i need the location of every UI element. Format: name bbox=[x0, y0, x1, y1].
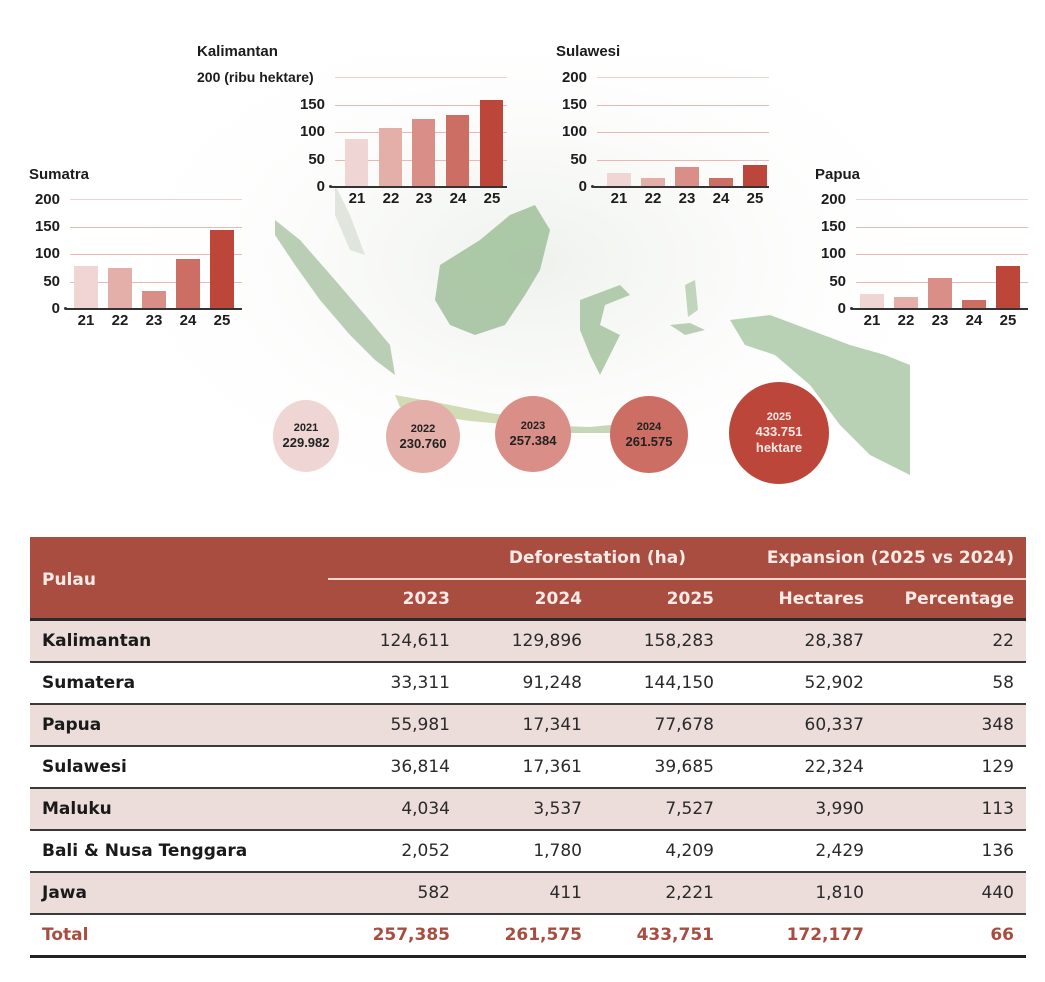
y-tick: 200 bbox=[34, 191, 60, 208]
y-tick: 50 bbox=[308, 151, 325, 168]
y-tick: 100 bbox=[299, 123, 325, 140]
y-tick: 0 bbox=[578, 178, 587, 195]
x-tick: 24 bbox=[965, 312, 983, 329]
col-header-2025: 2025 bbox=[594, 579, 726, 619]
bubble-2025: 2025 433.751 hektare bbox=[729, 382, 829, 484]
chart-title: Papua bbox=[815, 166, 861, 183]
deforestation-table: Pulau Deforestation (ha) Expansion (2025… bbox=[30, 537, 1026, 958]
table-row-total: Total 257,385 261,575 433,751 172,177 66 bbox=[30, 913, 1026, 958]
bubble-2022: 2022 230.760 bbox=[386, 400, 460, 473]
bar-2022 bbox=[108, 268, 132, 309]
plot-area bbox=[850, 199, 1028, 310]
bubble-2023: 2023 257.384 bbox=[495, 396, 571, 472]
x-tick: 21 bbox=[863, 312, 881, 329]
y-tick: 100 bbox=[561, 123, 587, 140]
col-header-2024: 2024 bbox=[462, 579, 594, 619]
y-tick: 200 bbox=[561, 69, 587, 86]
bar-2024 bbox=[962, 300, 986, 309]
x-tick: 25 bbox=[213, 312, 231, 329]
y-tick: 0 bbox=[51, 300, 60, 317]
col-header-percentage: Percentage bbox=[876, 579, 1026, 619]
y-tick: 100 bbox=[34, 245, 60, 262]
table-row: Maluku 4,034 3,537 7,527 3,990 113 bbox=[30, 787, 1026, 831]
bar-2021 bbox=[860, 294, 884, 309]
table-row: Sulawesi 36,814 17,361 39,685 22,324 129 bbox=[30, 745, 1026, 789]
bar-2022 bbox=[379, 128, 402, 187]
y-tick: 200 bbox=[820, 191, 846, 208]
bar-2024 bbox=[446, 115, 469, 187]
y-tick: 150 bbox=[299, 96, 325, 113]
y-tick: 0 bbox=[837, 300, 846, 317]
table-row: Papua 55,981 17,341 77,678 60,337 348 bbox=[30, 703, 1026, 747]
x-tick: 25 bbox=[999, 312, 1017, 329]
x-tick: 23 bbox=[145, 312, 163, 329]
y-tick: 50 bbox=[829, 273, 846, 290]
x-tick: 22 bbox=[382, 190, 400, 207]
x-tick: 21 bbox=[348, 190, 366, 207]
x-tick: 25 bbox=[483, 190, 501, 207]
plot-area bbox=[64, 199, 242, 310]
y-tick: 150 bbox=[34, 218, 60, 235]
chart-papua: Papua 200 150 100 50 0 21 22 23 24 25 bbox=[814, 163, 1034, 333]
chart-title: Kalimantan bbox=[197, 43, 278, 60]
chart-sulawesi: Sulawesi 200 150 100 50 0 21 22 23 24 25 bbox=[555, 40, 775, 210]
bar-2023 bbox=[142, 291, 166, 309]
bar-2025 bbox=[743, 165, 767, 187]
table-row: Jawa 582 411 2,221 1,810 440 bbox=[30, 871, 1026, 915]
y-tick: 50 bbox=[570, 151, 587, 168]
x-tick: 24 bbox=[449, 190, 467, 207]
bubble-2021: 2021 229.982 bbox=[273, 400, 339, 472]
bar-2023 bbox=[675, 167, 699, 187]
x-tick: 21 bbox=[77, 312, 95, 329]
group-header-expansion: Expansion (2025 vs 2024) bbox=[726, 537, 1026, 580]
bar-2025 bbox=[480, 100, 503, 187]
bar-2025 bbox=[996, 266, 1020, 309]
bar-2021 bbox=[345, 139, 368, 187]
plot-area bbox=[591, 77, 769, 188]
y-tick: 150 bbox=[820, 218, 846, 235]
bubble-2024: 2024 261.575 bbox=[610, 396, 688, 473]
x-tick: 23 bbox=[415, 190, 433, 207]
bar-2024 bbox=[709, 178, 733, 187]
x-tick: 23 bbox=[678, 190, 696, 207]
y-axis-top-label: 200 (ribu hektare) bbox=[197, 69, 314, 85]
chart-title: Sulawesi bbox=[556, 43, 621, 60]
table-row: Bali & Nusa Tenggara 2,052 1,780 4,209 2… bbox=[30, 829, 1026, 873]
bar-2021 bbox=[74, 266, 98, 309]
chart-title: Sumatra bbox=[29, 166, 90, 183]
x-tick: 21 bbox=[610, 190, 628, 207]
bar-2023 bbox=[928, 278, 952, 309]
col-header-hectares: Hectares bbox=[726, 579, 876, 619]
x-tick: 25 bbox=[746, 190, 764, 207]
x-tick: 22 bbox=[644, 190, 662, 207]
y-tick: 50 bbox=[43, 273, 60, 290]
bar-2025 bbox=[210, 230, 234, 309]
bar-2024 bbox=[176, 259, 200, 309]
y-tick: 150 bbox=[561, 96, 587, 113]
x-tick: 22 bbox=[897, 312, 915, 329]
bar-2022 bbox=[894, 297, 918, 309]
chart-sumatra: Sumatra 200 150 100 50 0 21 22 23 24 25 bbox=[28, 163, 248, 333]
bar-2022 bbox=[641, 178, 665, 187]
table-row: Kalimantan 124,611 129,896 158,283 28,38… bbox=[30, 619, 1026, 663]
y-tick: 0 bbox=[316, 178, 325, 195]
x-tick: 22 bbox=[111, 312, 129, 329]
bar-2021 bbox=[607, 173, 631, 187]
x-tick: 23 bbox=[931, 312, 949, 329]
col-header-pulau: Pulau bbox=[30, 537, 328, 619]
x-tick: 24 bbox=[179, 312, 197, 329]
table-row: Sumatera 33,311 91,248 144,150 52,902 58 bbox=[30, 661, 1026, 705]
col-header-2023: 2023 bbox=[328, 579, 462, 619]
x-tick: 24 bbox=[712, 190, 730, 207]
group-header-deforestation: Deforestation (ha) bbox=[328, 537, 726, 580]
bar-2023 bbox=[412, 119, 435, 187]
chart-kalimantan: Kalimantan 200 (ribu hektare) 150 100 50… bbox=[195, 40, 515, 210]
plot-area bbox=[329, 77, 507, 188]
y-tick: 100 bbox=[820, 245, 846, 262]
